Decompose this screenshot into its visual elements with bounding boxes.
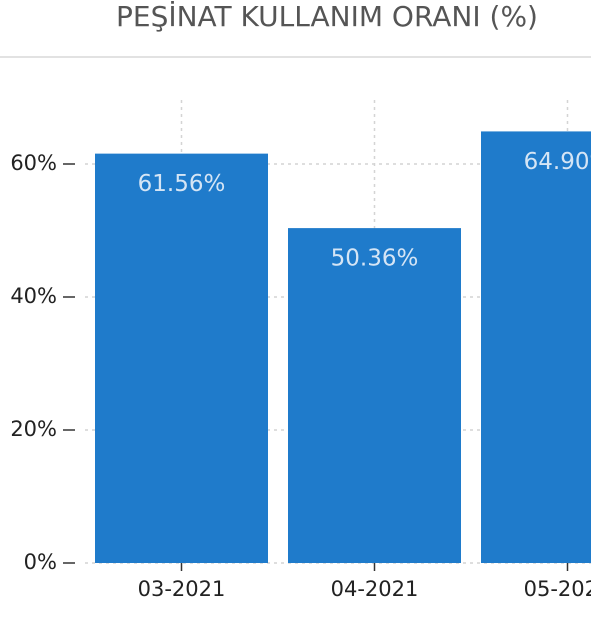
chart-title: PEŞİNAT KULLANIM ORANI (%) — [116, 0, 538, 33]
bar — [481, 131, 591, 564]
x-tick-label: 05-2021 — [524, 577, 591, 601]
bar — [288, 228, 461, 563]
data-label: 50.36% — [331, 246, 419, 272]
x-tick-label: 03-2021 — [138, 577, 226, 601]
data-label: 61.56% — [138, 171, 226, 197]
data-label: 64.90% — [524, 149, 591, 175]
y-tick-label: 60% — [10, 151, 57, 175]
bar — [95, 153, 268, 563]
x-tick-label: 04-2021 — [331, 577, 419, 601]
y-tick-label: 20% — [10, 417, 57, 441]
y-tick-label: 40% — [10, 284, 57, 308]
y-tick-label: 0% — [24, 550, 57, 574]
